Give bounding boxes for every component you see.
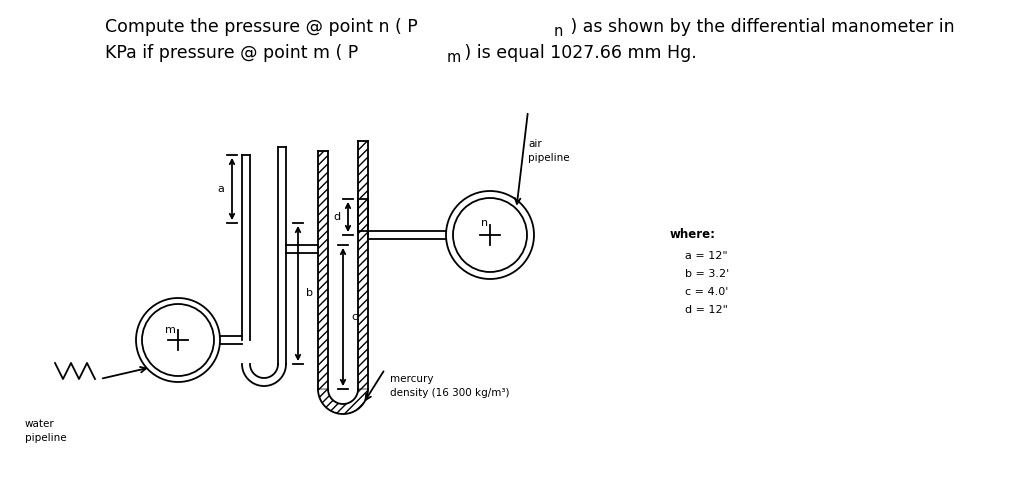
Text: c: c xyxy=(351,312,357,322)
Text: m: m xyxy=(165,325,175,335)
Bar xyxy=(318,151,328,389)
Text: b: b xyxy=(306,288,313,298)
Text: a: a xyxy=(218,184,224,194)
Text: c = 4.0': c = 4.0' xyxy=(685,287,728,297)
Text: mercury
density (16 300 kg/m³): mercury density (16 300 kg/m³) xyxy=(390,374,509,398)
Text: air
pipeline: air pipeline xyxy=(528,139,569,163)
Text: n: n xyxy=(554,24,563,39)
Text: a = 12": a = 12" xyxy=(685,251,728,261)
Text: n: n xyxy=(481,218,489,228)
Text: b = 3.2': b = 3.2' xyxy=(685,269,729,279)
Text: ) as shown by the differential manometer in: ) as shown by the differential manometer… xyxy=(565,18,955,36)
Text: d = 12": d = 12" xyxy=(685,305,728,315)
Text: where:: where: xyxy=(670,228,716,240)
Text: KPa if pressure @ point m ( P: KPa if pressure @ point m ( P xyxy=(105,44,358,62)
Text: ) is equal 1027.66 mm Hg.: ) is equal 1027.66 mm Hg. xyxy=(459,44,697,62)
Text: d: d xyxy=(333,212,340,222)
Text: Compute the pressure @ point n ( P: Compute the pressure @ point n ( P xyxy=(105,18,418,36)
Text: m: m xyxy=(447,50,461,65)
Text: water
pipeline: water pipeline xyxy=(25,419,67,443)
Bar xyxy=(358,141,368,389)
